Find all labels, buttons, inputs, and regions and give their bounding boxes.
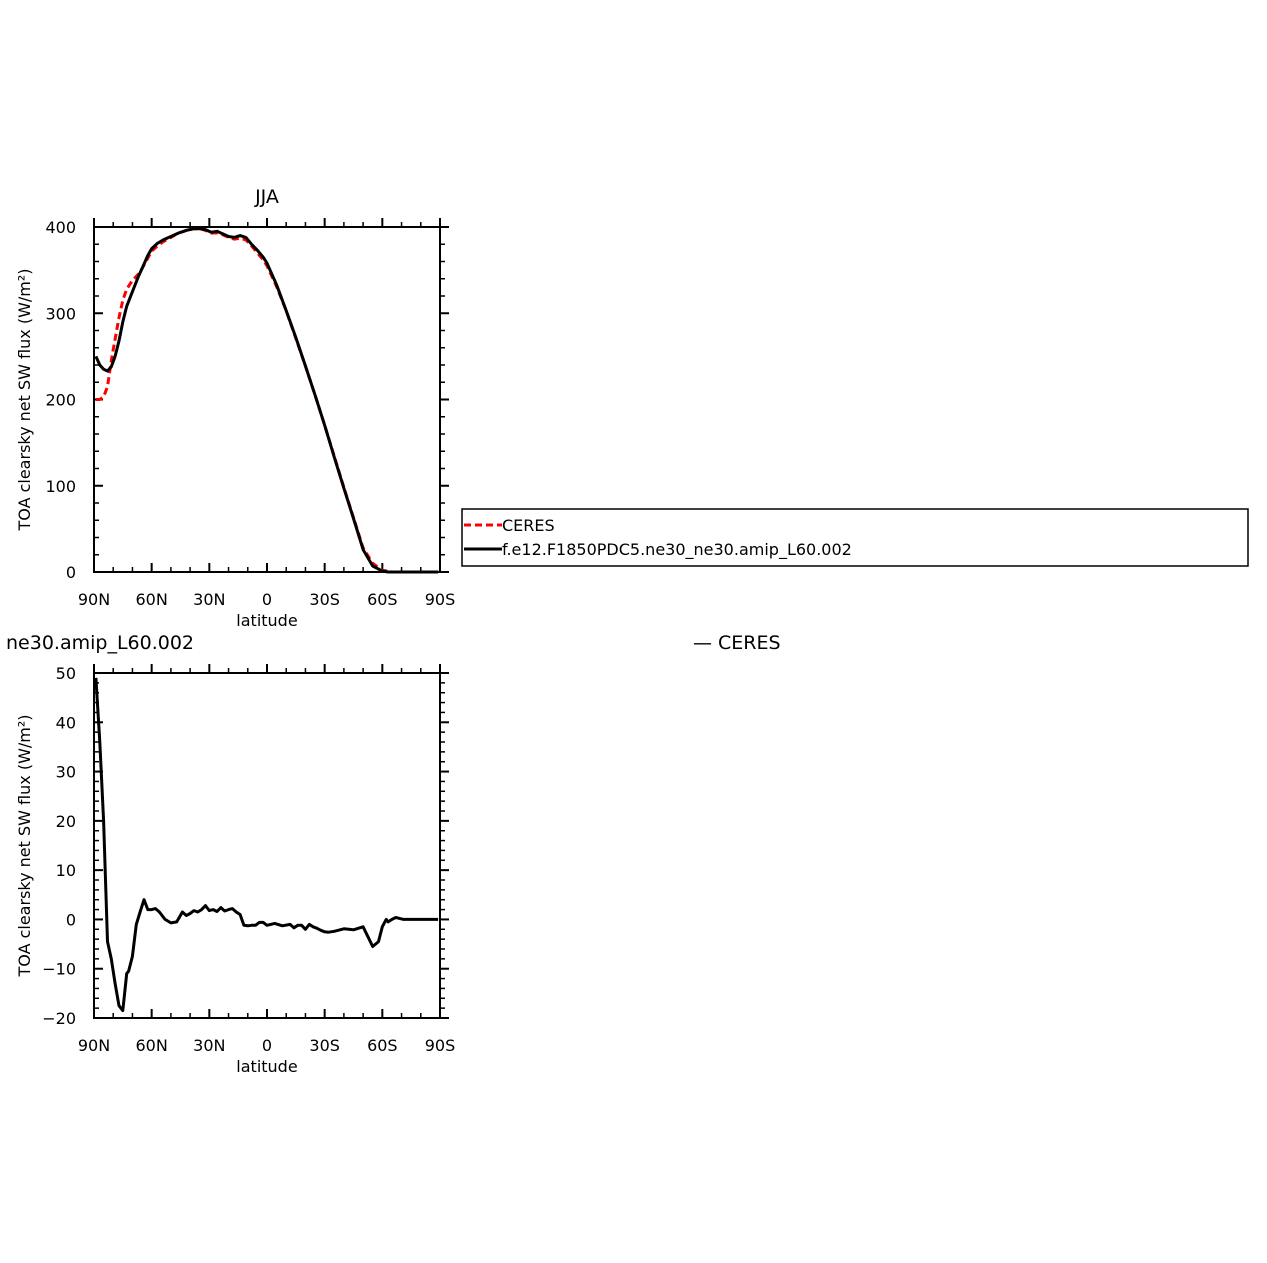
chart-right-title: — CERES bbox=[693, 632, 781, 654]
y-tick-label: 20 bbox=[56, 812, 76, 831]
x-tick-label: 90S bbox=[425, 590, 456, 609]
x-tick-label: 60N bbox=[136, 1036, 168, 1055]
y-axis-label: TOA clearsky net SW flux (W/m²) bbox=[15, 268, 34, 531]
x-axis-label: latitude bbox=[236, 1057, 297, 1076]
y-tick-label: 40 bbox=[56, 713, 76, 732]
x-tick-label: 30S bbox=[309, 1036, 340, 1055]
plot-frame bbox=[93, 672, 441, 1019]
y-tick-label: 0 bbox=[66, 563, 76, 582]
x-tick-label: 0 bbox=[262, 590, 272, 609]
y-tick-label: 300 bbox=[45, 304, 76, 323]
y-tick-label: 30 bbox=[56, 763, 76, 782]
x-tick-label: 30S bbox=[309, 590, 340, 609]
x-tick-label: 90N bbox=[78, 590, 110, 609]
top-panel: 90N 60N 30N 0 30S 60S 90S 0 100 200 300 400 latitude… bbox=[15, 186, 455, 630]
y-tick-label: −10 bbox=[42, 960, 76, 979]
x-tick-label: 60N bbox=[136, 590, 168, 609]
chart-title: ne30.amip_L60.002 bbox=[6, 632, 194, 654]
y-tick-label: 50 bbox=[56, 664, 76, 683]
x-tick-label: 0 bbox=[262, 1036, 272, 1055]
x-tick-label: 60S bbox=[367, 590, 398, 609]
x-axis-label: latitude bbox=[236, 611, 297, 630]
x-tick-label: 60S bbox=[367, 1036, 398, 1055]
x-tick-label: 90N bbox=[78, 1036, 110, 1055]
y-tick-label: 200 bbox=[45, 391, 76, 410]
y-tick-label: −20 bbox=[42, 1009, 76, 1028]
legend-box bbox=[461, 508, 1249, 567]
x-tick-label: 30N bbox=[193, 590, 225, 609]
series-line-0 bbox=[94, 677, 439, 1013]
series-line-1 bbox=[94, 227, 439, 574]
series-line-0 bbox=[95, 227, 439, 574]
bottom-panel: 90N 60N 30N 0 30S 60S 90S −20 −10 0 10 20 30 40 50 lati… bbox=[6, 632, 781, 1076]
x-tick-label: 90S bbox=[425, 1036, 456, 1055]
plot-frame bbox=[93, 226, 441, 573]
legend: CERES f.e12.F1850PDC5.ne30_ne30.amip_L60.… bbox=[461, 508, 1249, 567]
y-tick-label: 400 bbox=[45, 218, 76, 237]
y-axis-label: TOA clearsky net SW flux (W/m²) bbox=[15, 714, 34, 977]
legend-label-1: f.e12.F1850PDC5.ne30_ne30.amip_L60.002 bbox=[502, 540, 852, 560]
legend-label-0: CERES bbox=[502, 516, 555, 535]
x-tick-label: 30N bbox=[193, 1036, 225, 1055]
y-tick-label: 0 bbox=[66, 910, 76, 929]
y-tick-label: 10 bbox=[56, 861, 76, 880]
y-tick-label: 100 bbox=[45, 477, 76, 496]
chart-title: JJA bbox=[254, 186, 279, 208]
